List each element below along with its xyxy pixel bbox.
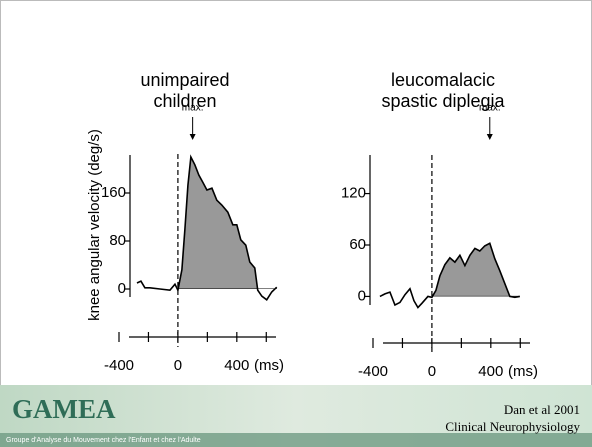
y-tick-label: 160: [101, 184, 126, 201]
x-tick-label: 400: [478, 363, 503, 380]
citation: Dan et al 2001: [504, 402, 580, 417]
y-tick-label: 0: [358, 287, 366, 304]
area: [432, 243, 510, 297]
x-tick-label: 0: [428, 363, 436, 380]
y-tick-label: 60: [349, 236, 366, 253]
annotation: max.: [479, 103, 501, 114]
annotation-arrowhead: [189, 134, 196, 140]
logo: GAMEA: [12, 394, 116, 424]
x-tick-label: 400: [224, 357, 249, 374]
x-tick-label: -400: [104, 357, 134, 374]
annotation-arrowhead: [486, 134, 493, 140]
y-tick-label: 80: [109, 232, 126, 249]
area: [177, 157, 277, 289]
chart-title: unimpaired children: [140, 70, 230, 111]
chart-title: leucomalacic spastic diplegia: [381, 70, 505, 111]
annotation: max.: [182, 103, 204, 114]
x-axis-label: (ms): [254, 357, 284, 374]
citation: Clinical Neurophysiology: [445, 419, 580, 434]
x-axis-label: (ms): [508, 363, 538, 380]
y-tick-label: 120: [341, 185, 366, 202]
footer-strip: [0, 433, 592, 447]
line: [136, 154, 278, 301]
y-axis-label: knee angular velocity (deg/s): [86, 129, 103, 321]
x-tick-label: 0: [174, 357, 182, 374]
footer-subtitle: Groupe d'Analyse du Mouvement chez l'Enf…: [6, 437, 201, 444]
x-tick-label: -400: [358, 363, 388, 380]
y-tick-label: 0: [118, 280, 126, 297]
line: [379, 242, 520, 309]
